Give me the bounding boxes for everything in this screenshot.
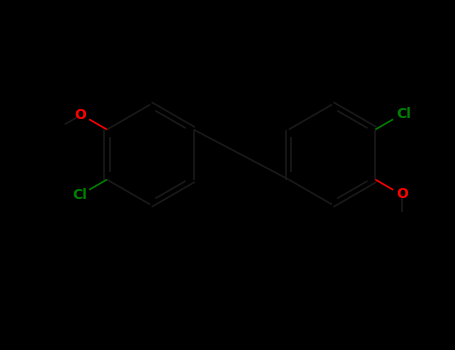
Text: Cl: Cl: [72, 188, 87, 202]
Text: Cl: Cl: [396, 107, 411, 121]
Text: O: O: [75, 108, 86, 122]
Text: O: O: [396, 187, 408, 201]
